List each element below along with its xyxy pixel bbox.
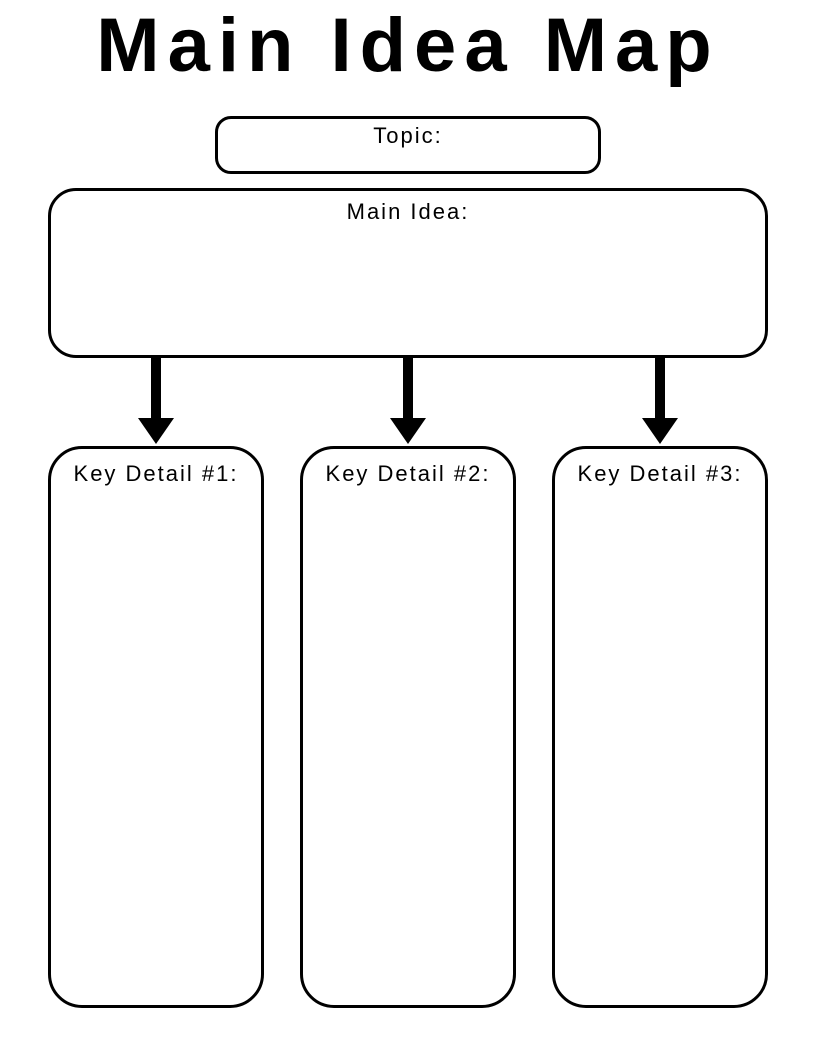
key-detail-label: Key Detail #3: xyxy=(578,461,743,486)
arrow-icon xyxy=(403,358,413,420)
topic-label: Topic: xyxy=(373,123,442,148)
key-detail-box-3: Key Detail #3: xyxy=(552,446,768,1008)
arrow-icon xyxy=(655,358,665,420)
topic-box: Topic: xyxy=(215,116,601,174)
main-idea-box: Main Idea: xyxy=(48,188,768,358)
key-detail-box-2: Key Detail #2: xyxy=(300,446,516,1008)
key-detail-box-1: Key Detail #1: xyxy=(48,446,264,1008)
page-title: Main Idea Map xyxy=(0,8,816,84)
arrow-icon xyxy=(151,358,161,420)
key-detail-label: Key Detail #2: xyxy=(326,461,491,486)
key-detail-label: Key Detail #1: xyxy=(74,461,239,486)
main-idea-label: Main Idea: xyxy=(347,199,470,224)
